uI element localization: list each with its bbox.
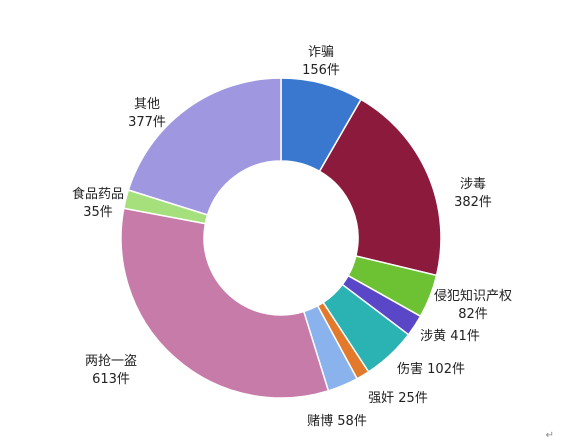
slice-label-name: 涉黄 41件: [420, 329, 480, 344]
slice-label-8: 两抢一盗 613件: [85, 353, 137, 387]
slice-label-name: 强奸 25件: [368, 391, 428, 406]
slice-label-count: 382件: [454, 195, 492, 210]
slice-10: [127, 77, 282, 216]
slice-label-name: 其他: [134, 97, 160, 112]
slice-2: [318, 98, 442, 277]
slice-label-2: 涉毒 382件: [454, 177, 492, 210]
slice-8: [120, 207, 330, 399]
slice-label-name: 食品药品: [72, 186, 124, 202]
slice-label-name: 诈骗: [308, 45, 334, 60]
slice-label-count: 377件: [128, 115, 166, 130]
slice-label-count: 156件: [302, 63, 340, 78]
slice-label-name: 伤害 102件: [397, 361, 465, 377]
return-mark: ↵: [545, 430, 554, 441]
slice-label-10: 其他 377件: [128, 97, 166, 130]
slice-label-1: 诈骗 156件: [302, 45, 340, 78]
slice-label-5: 伤害 102件: [397, 361, 465, 377]
slice-label-6: 强奸 25件: [368, 391, 428, 406]
slice-label-4: 涉黄 41件: [420, 329, 480, 344]
slice-label-name: 两抢一盗: [85, 353, 137, 369]
slice-label-count: 82件: [458, 307, 488, 322]
slice-label-3: 侵犯知识产权 82件: [434, 288, 512, 322]
slice-label-9: 食品药品 35件: [72, 186, 124, 220]
slice-label-count: 613件: [92, 372, 130, 387]
slice-label-name: 赌博 58件: [307, 414, 367, 429]
slice-label-7: 赌博 58件: [307, 414, 367, 429]
slice-label-count: 35件: [83, 205, 113, 220]
slice-label-name: 涉毒: [460, 177, 486, 192]
slice-label-name: 侵犯知识产权: [434, 288, 512, 304]
